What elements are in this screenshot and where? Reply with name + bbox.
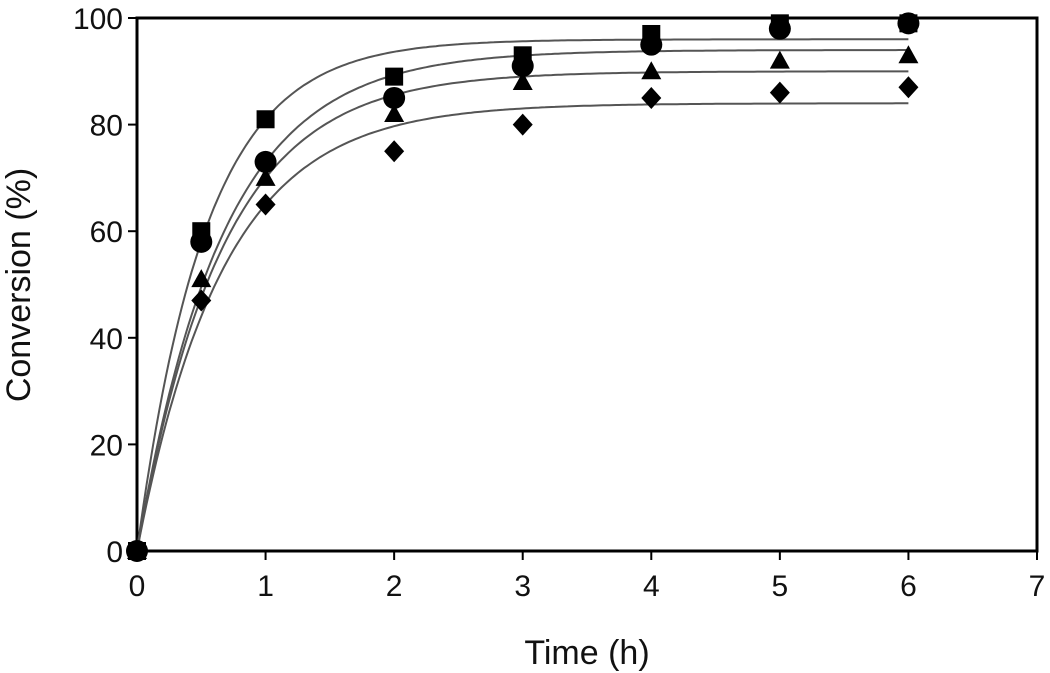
diamond-point [191, 289, 212, 312]
y-axis-title: Conversion (%) [0, 168, 38, 402]
circle-point [254, 150, 277, 173]
y-tick-label: 80 [90, 110, 123, 143]
diamond-point [255, 193, 276, 216]
x-axis-title: Time (h) [524, 634, 649, 672]
triangle-point [191, 269, 212, 288]
x-tick-label: 0 [129, 570, 146, 603]
y-tick-label: 20 [90, 429, 123, 462]
diamond-point [898, 76, 919, 99]
x-tick-label: 2 [386, 570, 403, 603]
data-markers [126, 12, 920, 562]
x-tick-label: 4 [643, 570, 660, 603]
square-point [899, 14, 918, 33]
x-tick-label: 5 [772, 570, 789, 603]
plot-frame [135, 16, 1039, 553]
square-point [192, 222, 211, 241]
triangle-point [898, 45, 919, 64]
square-point [770, 14, 789, 33]
square-point [256, 110, 275, 129]
diamond-point [641, 86, 662, 109]
fit-curve-triangle [136, 70, 909, 552]
x-tick-label: 3 [514, 570, 531, 603]
x-tick-label: 7 [1029, 570, 1046, 603]
y-tick-label: 60 [90, 216, 123, 249]
y-axis-ticks: 0 20 40 60 80 100 [73, 3, 137, 569]
circle-point [383, 86, 406, 109]
triangle-point [512, 71, 533, 90]
square-point [385, 67, 404, 86]
x-tick-label: 1 [257, 570, 274, 603]
y-tick-label: 100 [73, 3, 123, 36]
triangle-point [255, 167, 276, 186]
x-axis-ticks: 0 1 2 3 4 5 6 7 [129, 551, 1046, 603]
square-point [513, 46, 532, 65]
x-tick-label: 6 [900, 570, 917, 603]
y-tick-label: 0 [106, 536, 123, 569]
diamond-point [512, 113, 533, 136]
y-tick-label: 40 [90, 323, 123, 356]
fit-curve-diamond [136, 102, 909, 552]
triangle-point [641, 61, 662, 80]
square-point [642, 24, 661, 43]
triangle-point [384, 103, 405, 122]
triangle-point [769, 50, 790, 69]
diamond-point [769, 81, 790, 104]
diamond-point [384, 140, 405, 163]
